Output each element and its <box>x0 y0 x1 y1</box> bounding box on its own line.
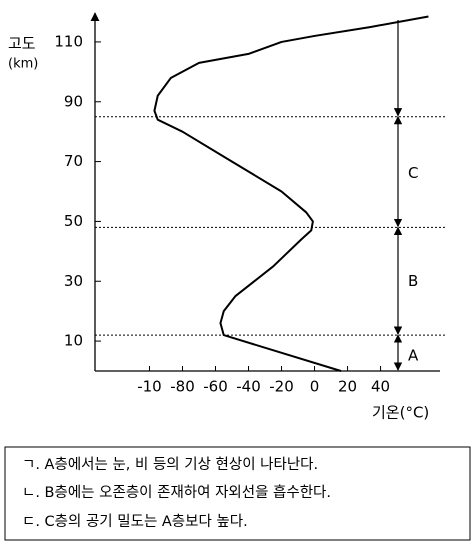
box-border <box>4 446 471 541</box>
y-tick-label: 70 <box>64 152 83 170</box>
statement: ㄴ. B층에는 오존층이 존재하여 자외선을 흡수한다. <box>22 484 331 501</box>
statement: ㄷ. C층의 공기 밀도는 A층보다 높다. <box>22 513 248 530</box>
y-axis-label-unit: (km) <box>8 57 38 72</box>
y-tick-label: 30 <box>64 272 83 290</box>
layer-label: B <box>408 272 418 290</box>
x-tick-label: -80 <box>170 378 195 396</box>
x-tick-label: -20 <box>269 378 294 396</box>
x-axis-label: 기온(°C) <box>372 404 429 422</box>
x-tick-label: 20 <box>338 378 357 396</box>
x-tick-label: 40 <box>371 378 390 396</box>
statement-box: ㄱ. A층에서는 눈, 비 등의 기상 현상이 나타난다. ㄴ. B층에는 오존… <box>4 446 471 541</box>
profile-line <box>153 15 429 372</box>
y-axis-label: 고도 <box>8 35 36 53</box>
x-tick-label: -60 <box>203 378 228 396</box>
statement: ㄱ. A층에서는 눈, 비 등의 기상 현상이 나타난다. <box>22 456 318 473</box>
y-tick-label: 50 <box>64 212 83 230</box>
x-tick-label: -10 <box>137 378 162 396</box>
x-tick-label: 0 <box>310 378 320 396</box>
x-tick-label: -40 <box>236 378 261 396</box>
y-tick-label: 90 <box>64 92 83 110</box>
y-tick-label: 10 <box>64 332 83 350</box>
layer-label: A <box>408 347 419 365</box>
layer-label: C <box>408 164 418 182</box>
y-tick-label: 110 <box>54 32 83 50</box>
